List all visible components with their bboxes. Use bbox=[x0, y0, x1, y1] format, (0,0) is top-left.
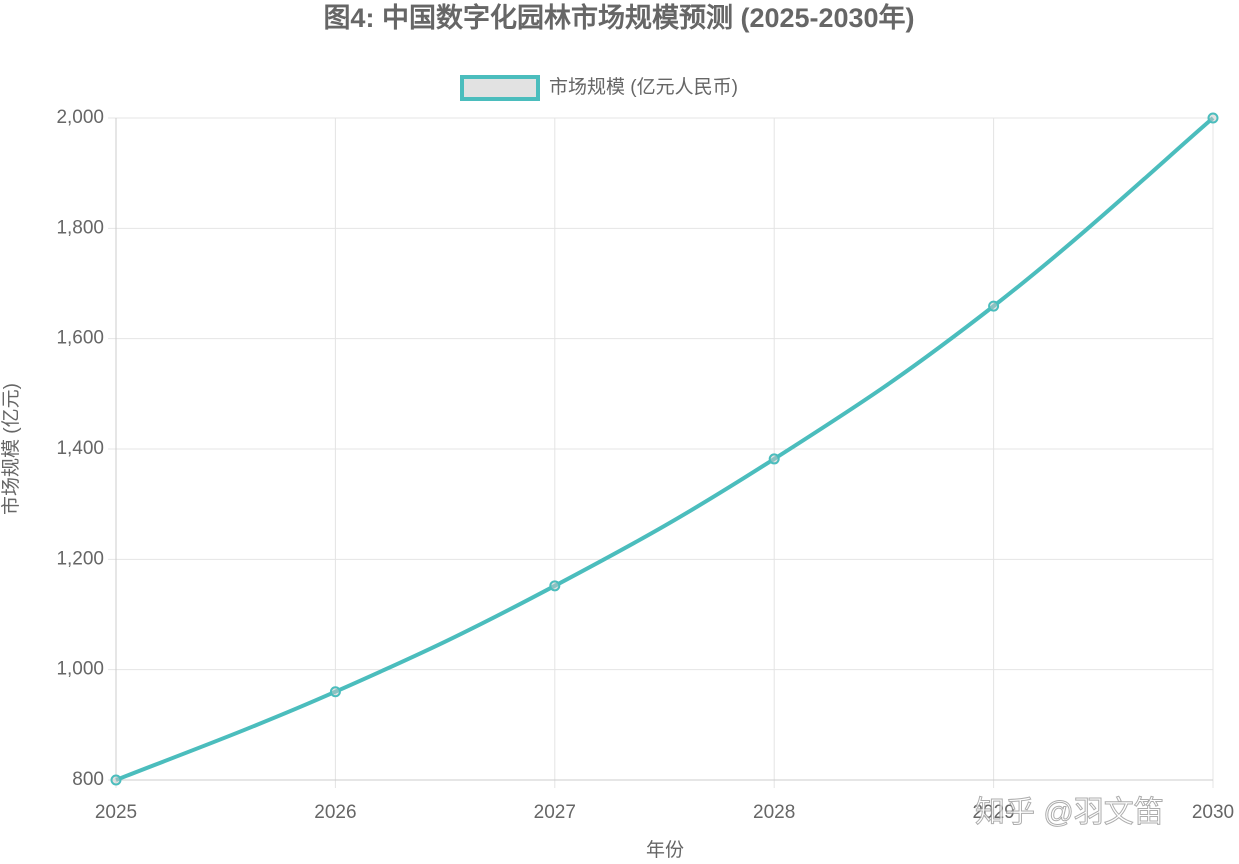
x-axis-title: 年份 bbox=[646, 839, 684, 861]
y-tick-label: 800 bbox=[72, 769, 104, 790]
point bbox=[549, 580, 561, 592]
x-tick-label: 2026 bbox=[314, 802, 356, 823]
line bbox=[115, 116, 1215, 782]
y-tick-label: 1,600 bbox=[56, 328, 104, 349]
legend-label: 市场规模 (亿元人民币) bbox=[549, 76, 738, 98]
y-tick-label: 1,000 bbox=[56, 659, 104, 680]
point bbox=[768, 453, 780, 465]
y-tick-label: 1,200 bbox=[56, 548, 104, 569]
y-tick-label: 1,400 bbox=[56, 438, 104, 459]
x-tick-label: 2030 bbox=[1192, 802, 1234, 823]
legend-swatch bbox=[460, 75, 540, 101]
x-tick-label: 2028 bbox=[753, 802, 795, 823]
y-tick-label: 2,000 bbox=[56, 107, 104, 128]
point bbox=[110, 774, 122, 786]
x-tick-label: 2027 bbox=[534, 802, 576, 823]
point bbox=[988, 300, 1000, 312]
y-tick-label: 1,800 bbox=[56, 217, 104, 238]
chart-title: 图4: 中国数字化园林市场规模预测 (2025-2030年) bbox=[323, 2, 914, 33]
x-tick-label: 2029 bbox=[972, 802, 1014, 823]
watermark: 知乎 @羽文笛 bbox=[975, 796, 1164, 829]
x-tick-label: 2025 bbox=[95, 802, 137, 823]
y-axis-title: 市场规模 (亿元) bbox=[0, 383, 22, 515]
point bbox=[329, 686, 341, 698]
point bbox=[1207, 112, 1219, 124]
